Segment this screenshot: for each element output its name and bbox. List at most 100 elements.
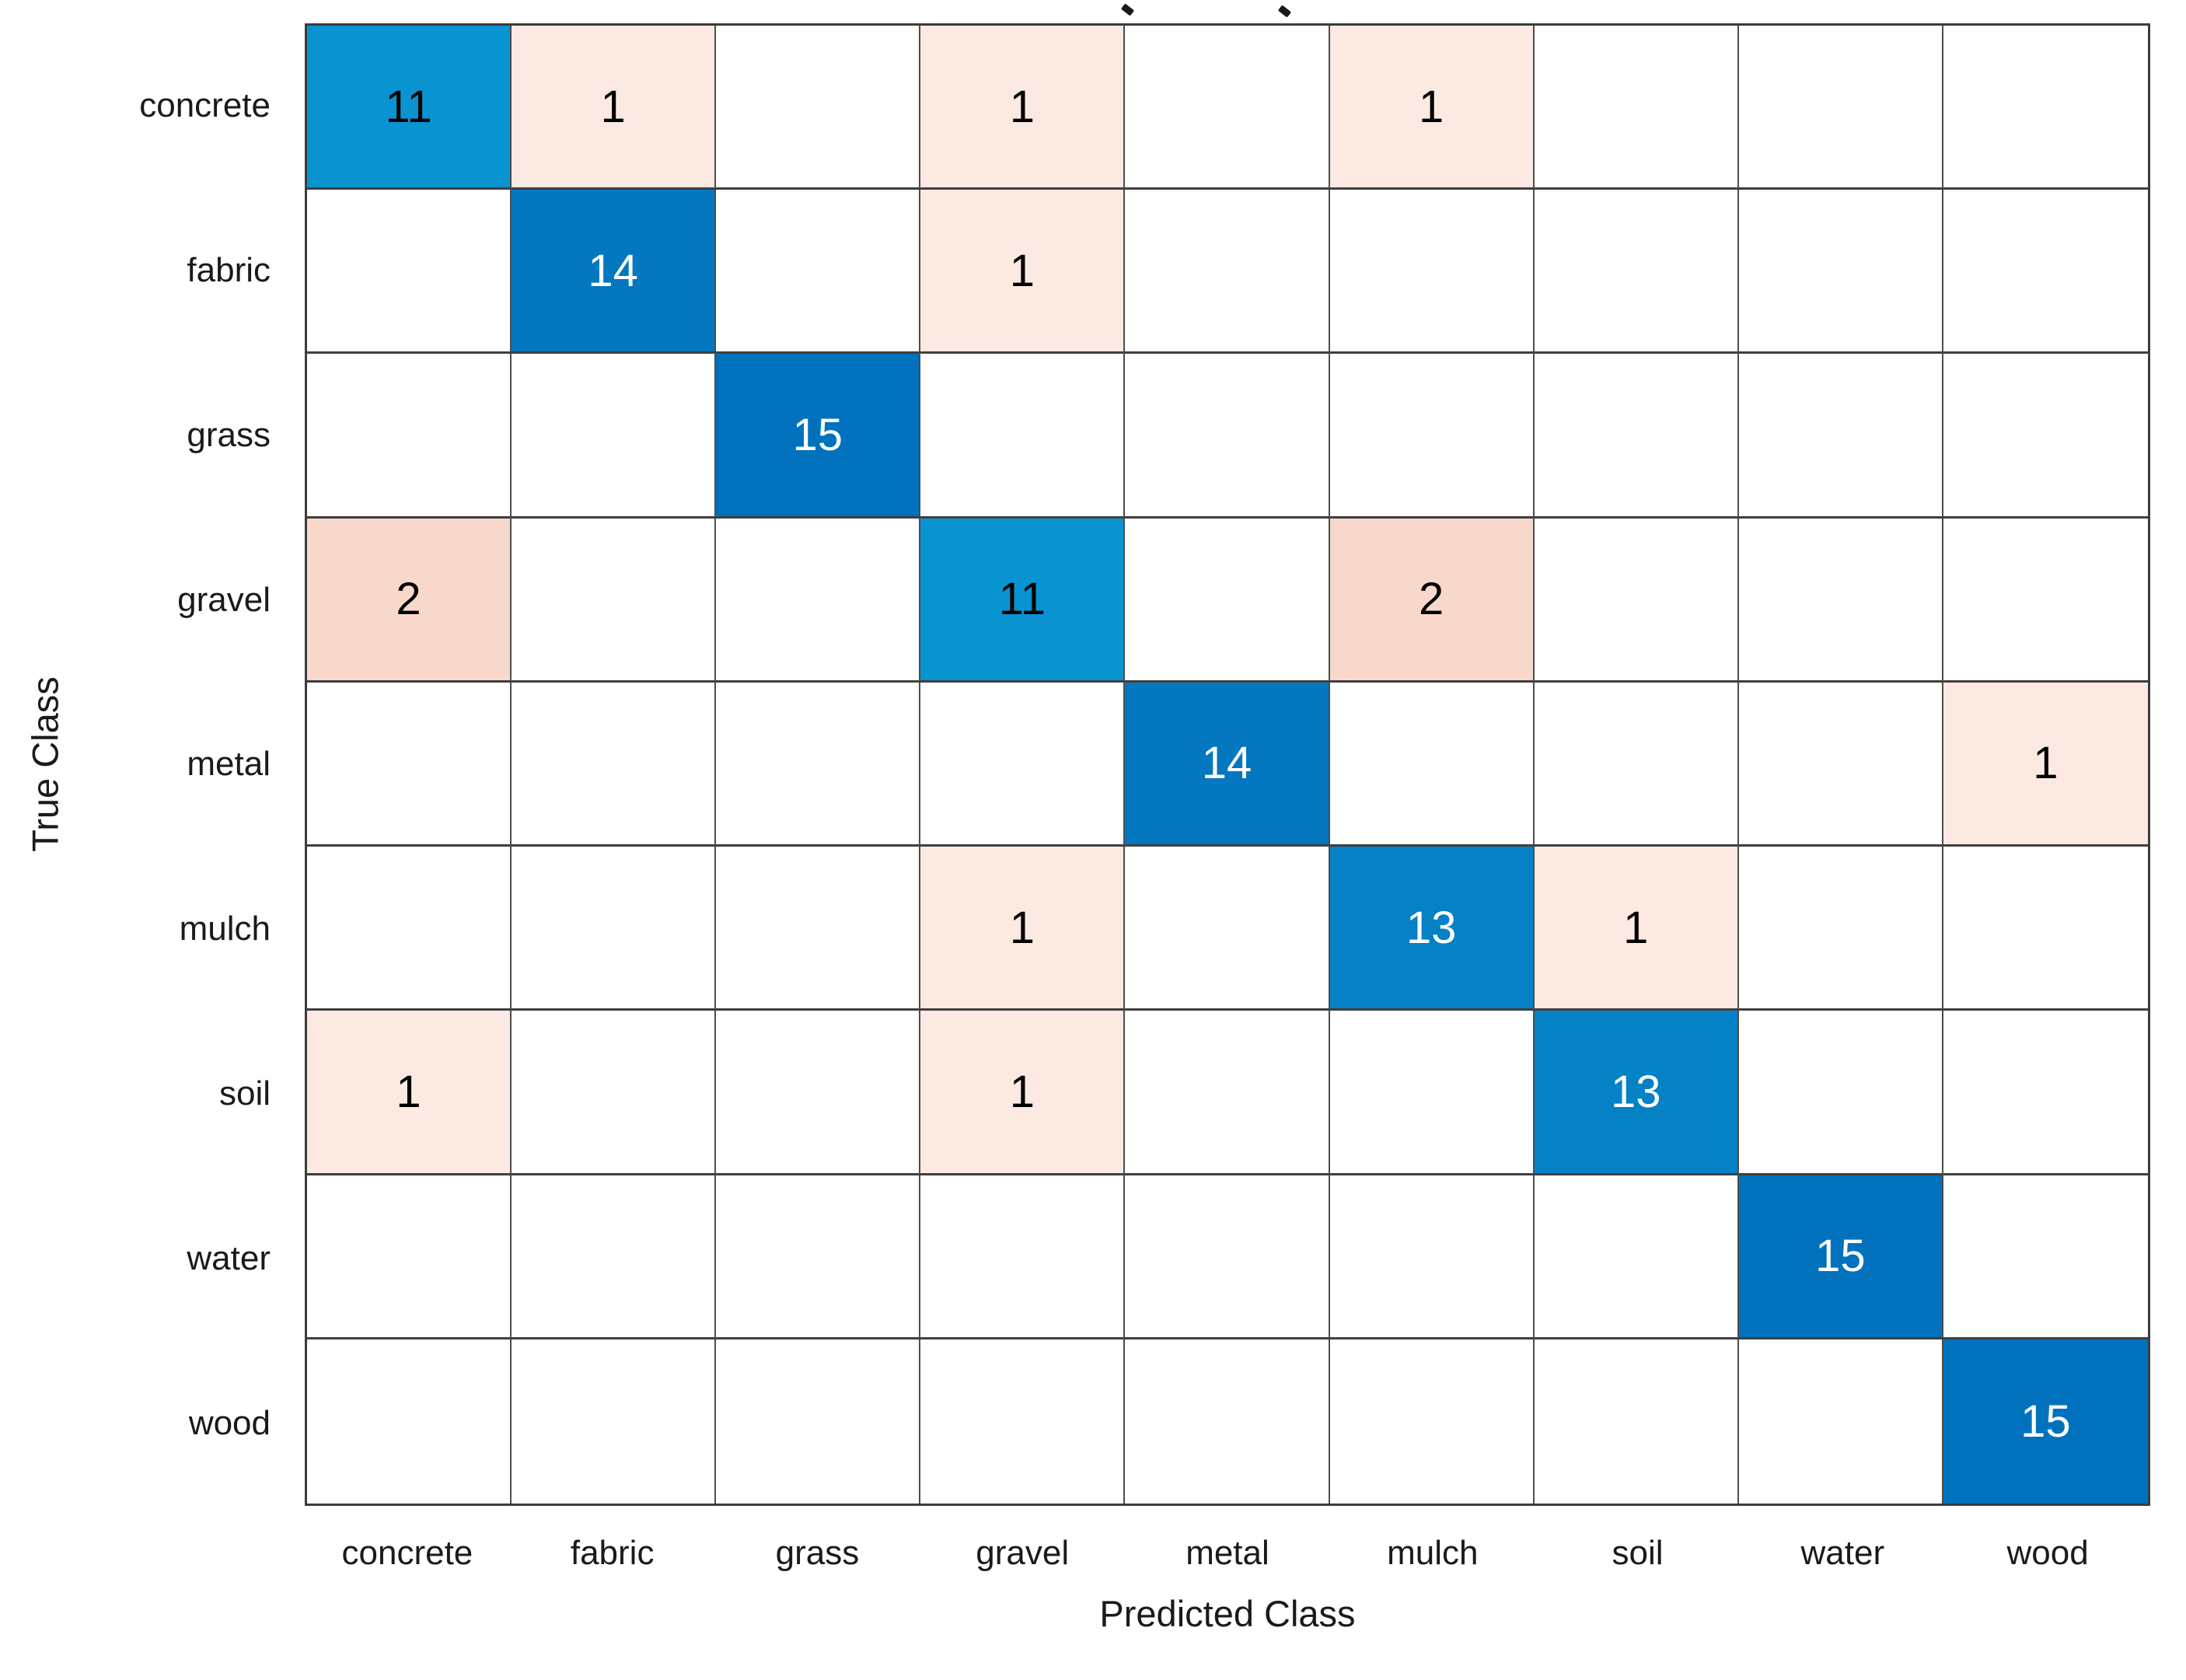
cell-soil-soil: 13 <box>1534 1011 1739 1175</box>
cell-metal-mulch <box>1329 682 1535 847</box>
y-tick-label-metal: metal <box>187 745 271 784</box>
cell-water-fabric <box>512 1175 717 1339</box>
cell-grass-water <box>1738 354 1943 519</box>
cell-metal-concrete <box>307 682 512 847</box>
cell-grass-wood <box>1943 354 2148 519</box>
cell-grass-metal <box>1125 354 1330 519</box>
y-tick-label-water: water <box>187 1239 271 1278</box>
cell-mulch-gravel: 1 <box>920 847 1126 1011</box>
cell-soil-grass <box>716 1011 921 1175</box>
cell-grass-grass: 15 <box>716 354 921 519</box>
cell-concrete-mulch: 1 <box>1329 26 1535 190</box>
cell-concrete-grass <box>716 26 921 190</box>
cell-mulch-wood <box>1943 847 2148 1011</box>
x-tick-label-soil: soil <box>1612 1534 1664 1572</box>
cell-water-gravel <box>920 1175 1126 1339</box>
cell-soil-fabric <box>512 1011 717 1175</box>
cell-water-mulch <box>1329 1175 1535 1339</box>
cell-mulch-grass <box>716 847 921 1011</box>
cell-gravel-concrete: 2 <box>307 518 512 683</box>
cell-gravel-grass <box>716 518 921 683</box>
cell-metal-metal: 14 <box>1125 682 1330 847</box>
cell-metal-water <box>1738 682 1943 847</box>
x-tick-label-wood: wood <box>2006 1534 2089 1572</box>
cell-fabric-water <box>1738 190 1943 355</box>
cell-concrete-concrete: 11 <box>307 26 512 190</box>
cell-wood-fabric <box>512 1339 717 1504</box>
x-tick-label-mulch: mulch <box>1387 1534 1479 1572</box>
cell-metal-grass <box>716 682 921 847</box>
y-axis-tick-labels: concrete fabric grass gravel metal mulch soil w… <box>0 23 288 1506</box>
cell-grass-gravel <box>920 354 1126 519</box>
cell-soil-metal <box>1125 1011 1330 1175</box>
cell-wood-metal <box>1125 1339 1330 1504</box>
cell-wood-water <box>1738 1339 1943 1504</box>
x-tick-label-metal: metal <box>1186 1534 1269 1572</box>
cell-metal-gravel <box>920 682 1126 847</box>
y-tick-label-gravel: gravel <box>177 580 271 619</box>
x-tick-label-grass: grass <box>775 1534 860 1572</box>
cell-gravel-mulch: 2 <box>1329 518 1535 683</box>
x-tick-label-concrete: concrete <box>341 1534 473 1572</box>
cell-fabric-gravel: 1 <box>920 190 1126 355</box>
cell-grass-fabric <box>512 354 717 519</box>
cell-gravel-wood <box>1943 518 2148 683</box>
cell-mulch-concrete <box>307 847 512 1011</box>
cell-grass-mulch <box>1329 354 1535 519</box>
cell-mulch-soil: 1 <box>1534 847 1739 1011</box>
cell-water-water: 15 <box>1738 1175 1943 1339</box>
y-tick-label-mulch: mulch <box>179 910 271 948</box>
cell-fabric-metal <box>1125 190 1330 355</box>
y-tick-label-grass: grass <box>187 415 271 454</box>
cell-gravel-fabric <box>512 518 717 683</box>
cell-concrete-metal <box>1125 26 1330 190</box>
cell-wood-soil <box>1534 1339 1739 1504</box>
cell-soil-gravel: 1 <box>920 1011 1126 1175</box>
cell-grass-soil <box>1534 354 1739 519</box>
cell-metal-wood: 1 <box>1943 682 2148 847</box>
y-tick-label-wood: wood <box>188 1404 271 1443</box>
confusion-matrix-grid: 11 1 1 1 14 1 15 2 11 2 14 1 1 13 1 1 1 13 15 15 <box>305 23 2150 1506</box>
cell-fabric-wood <box>1943 190 2148 355</box>
x-axis-title: Predicted Class <box>1099 1593 1356 1634</box>
cell-grass-concrete <box>307 354 512 519</box>
cell-wood-gravel <box>920 1339 1126 1504</box>
cell-gravel-metal <box>1125 518 1330 683</box>
cell-concrete-fabric: 1 <box>512 26 717 190</box>
cell-mulch-mulch: 13 <box>1329 847 1535 1011</box>
cell-wood-concrete <box>307 1339 512 1504</box>
x-tick-label-fabric: fabric <box>570 1534 655 1572</box>
cell-water-concrete <box>307 1175 512 1339</box>
cell-metal-soil <box>1534 682 1739 847</box>
cell-concrete-water <box>1738 26 1943 190</box>
cell-gravel-soil <box>1534 518 1739 683</box>
cell-water-grass <box>716 1175 921 1339</box>
cell-fabric-mulch <box>1329 190 1535 355</box>
cell-soil-concrete: 1 <box>307 1011 512 1175</box>
y-tick-label-concrete: concrete <box>139 86 271 124</box>
cell-concrete-soil <box>1534 26 1739 190</box>
cell-fabric-fabric: 14 <box>512 190 717 355</box>
cell-soil-water <box>1738 1011 1943 1175</box>
x-axis-tick-labels: concrete fabric grass gravel metal mulch soil w… <box>305 1520 2150 1587</box>
clipped-title-glyph-fragment-1 <box>1120 3 1135 16</box>
cell-water-soil <box>1534 1175 1739 1339</box>
cell-mulch-metal <box>1125 847 1330 1011</box>
cell-mulch-fabric <box>512 847 717 1011</box>
cell-wood-mulch <box>1329 1339 1535 1504</box>
clipped-title-glyph-fragment-2 <box>1277 5 1292 18</box>
y-axis-title: True Class <box>24 676 66 852</box>
x-tick-label-water: water <box>1800 1534 1885 1572</box>
cell-water-metal <box>1125 1175 1330 1339</box>
cell-mulch-water <box>1738 847 1943 1011</box>
cell-gravel-water <box>1738 518 1943 683</box>
y-tick-label-soil: soil <box>218 1074 271 1113</box>
x-tick-label-gravel: gravel <box>976 1534 1070 1572</box>
cell-water-wood <box>1943 1175 2148 1339</box>
cell-concrete-gravel: 1 <box>920 26 1126 190</box>
cell-wood-grass <box>716 1339 921 1504</box>
cell-soil-wood <box>1943 1011 2148 1175</box>
y-tick-label-fabric: fabric <box>187 250 271 289</box>
cell-gravel-gravel: 11 <box>920 518 1126 683</box>
